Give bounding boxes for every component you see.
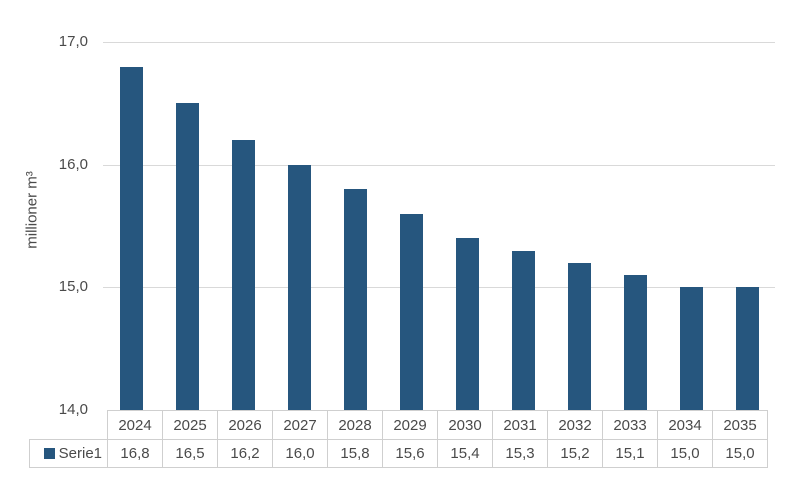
value-cell-2029: 15,6 (382, 439, 438, 468)
value-cell-2026: 16,2 (217, 439, 273, 468)
series-name-label: Serie1 (58, 445, 102, 462)
table-corner-spacer (30, 411, 108, 440)
bar-2027 (288, 165, 311, 410)
bar-2025 (176, 103, 199, 410)
legend-key-square-icon (43, 448, 55, 459)
data-table: 2024 2025 2026 2027 2028 2029 2030 2031 2032 2033… (29, 410, 768, 468)
bar-2028 (344, 189, 367, 410)
y-axis-title: millioner m³ (23, 171, 41, 249)
value-cell-2034: 15,0 (657, 439, 713, 468)
y-tick-label: 14,0 (58, 401, 88, 418)
y-tick-label: 17,0 (58, 33, 88, 50)
year-cell-2027: 2027 (272, 410, 328, 440)
y-tick-label: 15,0 (58, 278, 88, 295)
bar-2032 (568, 263, 591, 410)
year-cell-2035: 2035 (712, 410, 768, 440)
bar-2026 (232, 140, 255, 410)
value-cell-2028: 15,8 (327, 439, 383, 468)
gridline-17-0 (103, 42, 775, 43)
year-cell-2028: 2028 (327, 410, 383, 440)
gridline-15-0 (103, 287, 775, 288)
bar-2035 (736, 287, 759, 410)
value-cell-2027: 16,0 (272, 439, 328, 468)
bar-2031 (512, 251, 535, 410)
y-tick-label: 16,0 (58, 156, 88, 173)
year-cell-2033: 2033 (602, 410, 658, 440)
value-cell-2031: 15,3 (492, 439, 548, 468)
bar-2029 (400, 214, 423, 410)
value-cell-2033: 15,1 (602, 439, 658, 468)
bar-2033 (624, 275, 647, 410)
value-cell-2024: 16,8 (107, 439, 163, 468)
year-cell-2029: 2029 (382, 410, 438, 440)
year-cell-2034: 2034 (657, 410, 713, 440)
value-cell-2025: 16,5 (162, 439, 218, 468)
bar-2024 (120, 67, 143, 410)
year-cell-2030: 2030 (437, 410, 493, 440)
gridline-16-0 (103, 165, 775, 166)
bar-2030 (456, 238, 479, 410)
data-table-value-row: Serie1 16,8 16,5 16,2 16,0 15,8 15,6 15,4 15,3 1… (29, 439, 768, 468)
value-cell-2030: 15,4 (437, 439, 493, 468)
bar-2034 (680, 287, 703, 410)
year-cell-2032: 2032 (547, 410, 603, 440)
value-cell-2035: 15,0 (712, 439, 768, 468)
value-cell-2032: 15,2 (547, 439, 603, 468)
data-table-year-row: 2024 2025 2026 2027 2028 2029 2030 2031 2032 2033… (30, 410, 768, 440)
year-cell-2031: 2031 (492, 410, 548, 440)
year-cell-2024: 2024 (107, 410, 163, 440)
legend-cell: Serie1 (29, 439, 108, 468)
year-cell-2025: 2025 (162, 410, 218, 440)
year-cell-2026: 2026 (217, 410, 273, 440)
